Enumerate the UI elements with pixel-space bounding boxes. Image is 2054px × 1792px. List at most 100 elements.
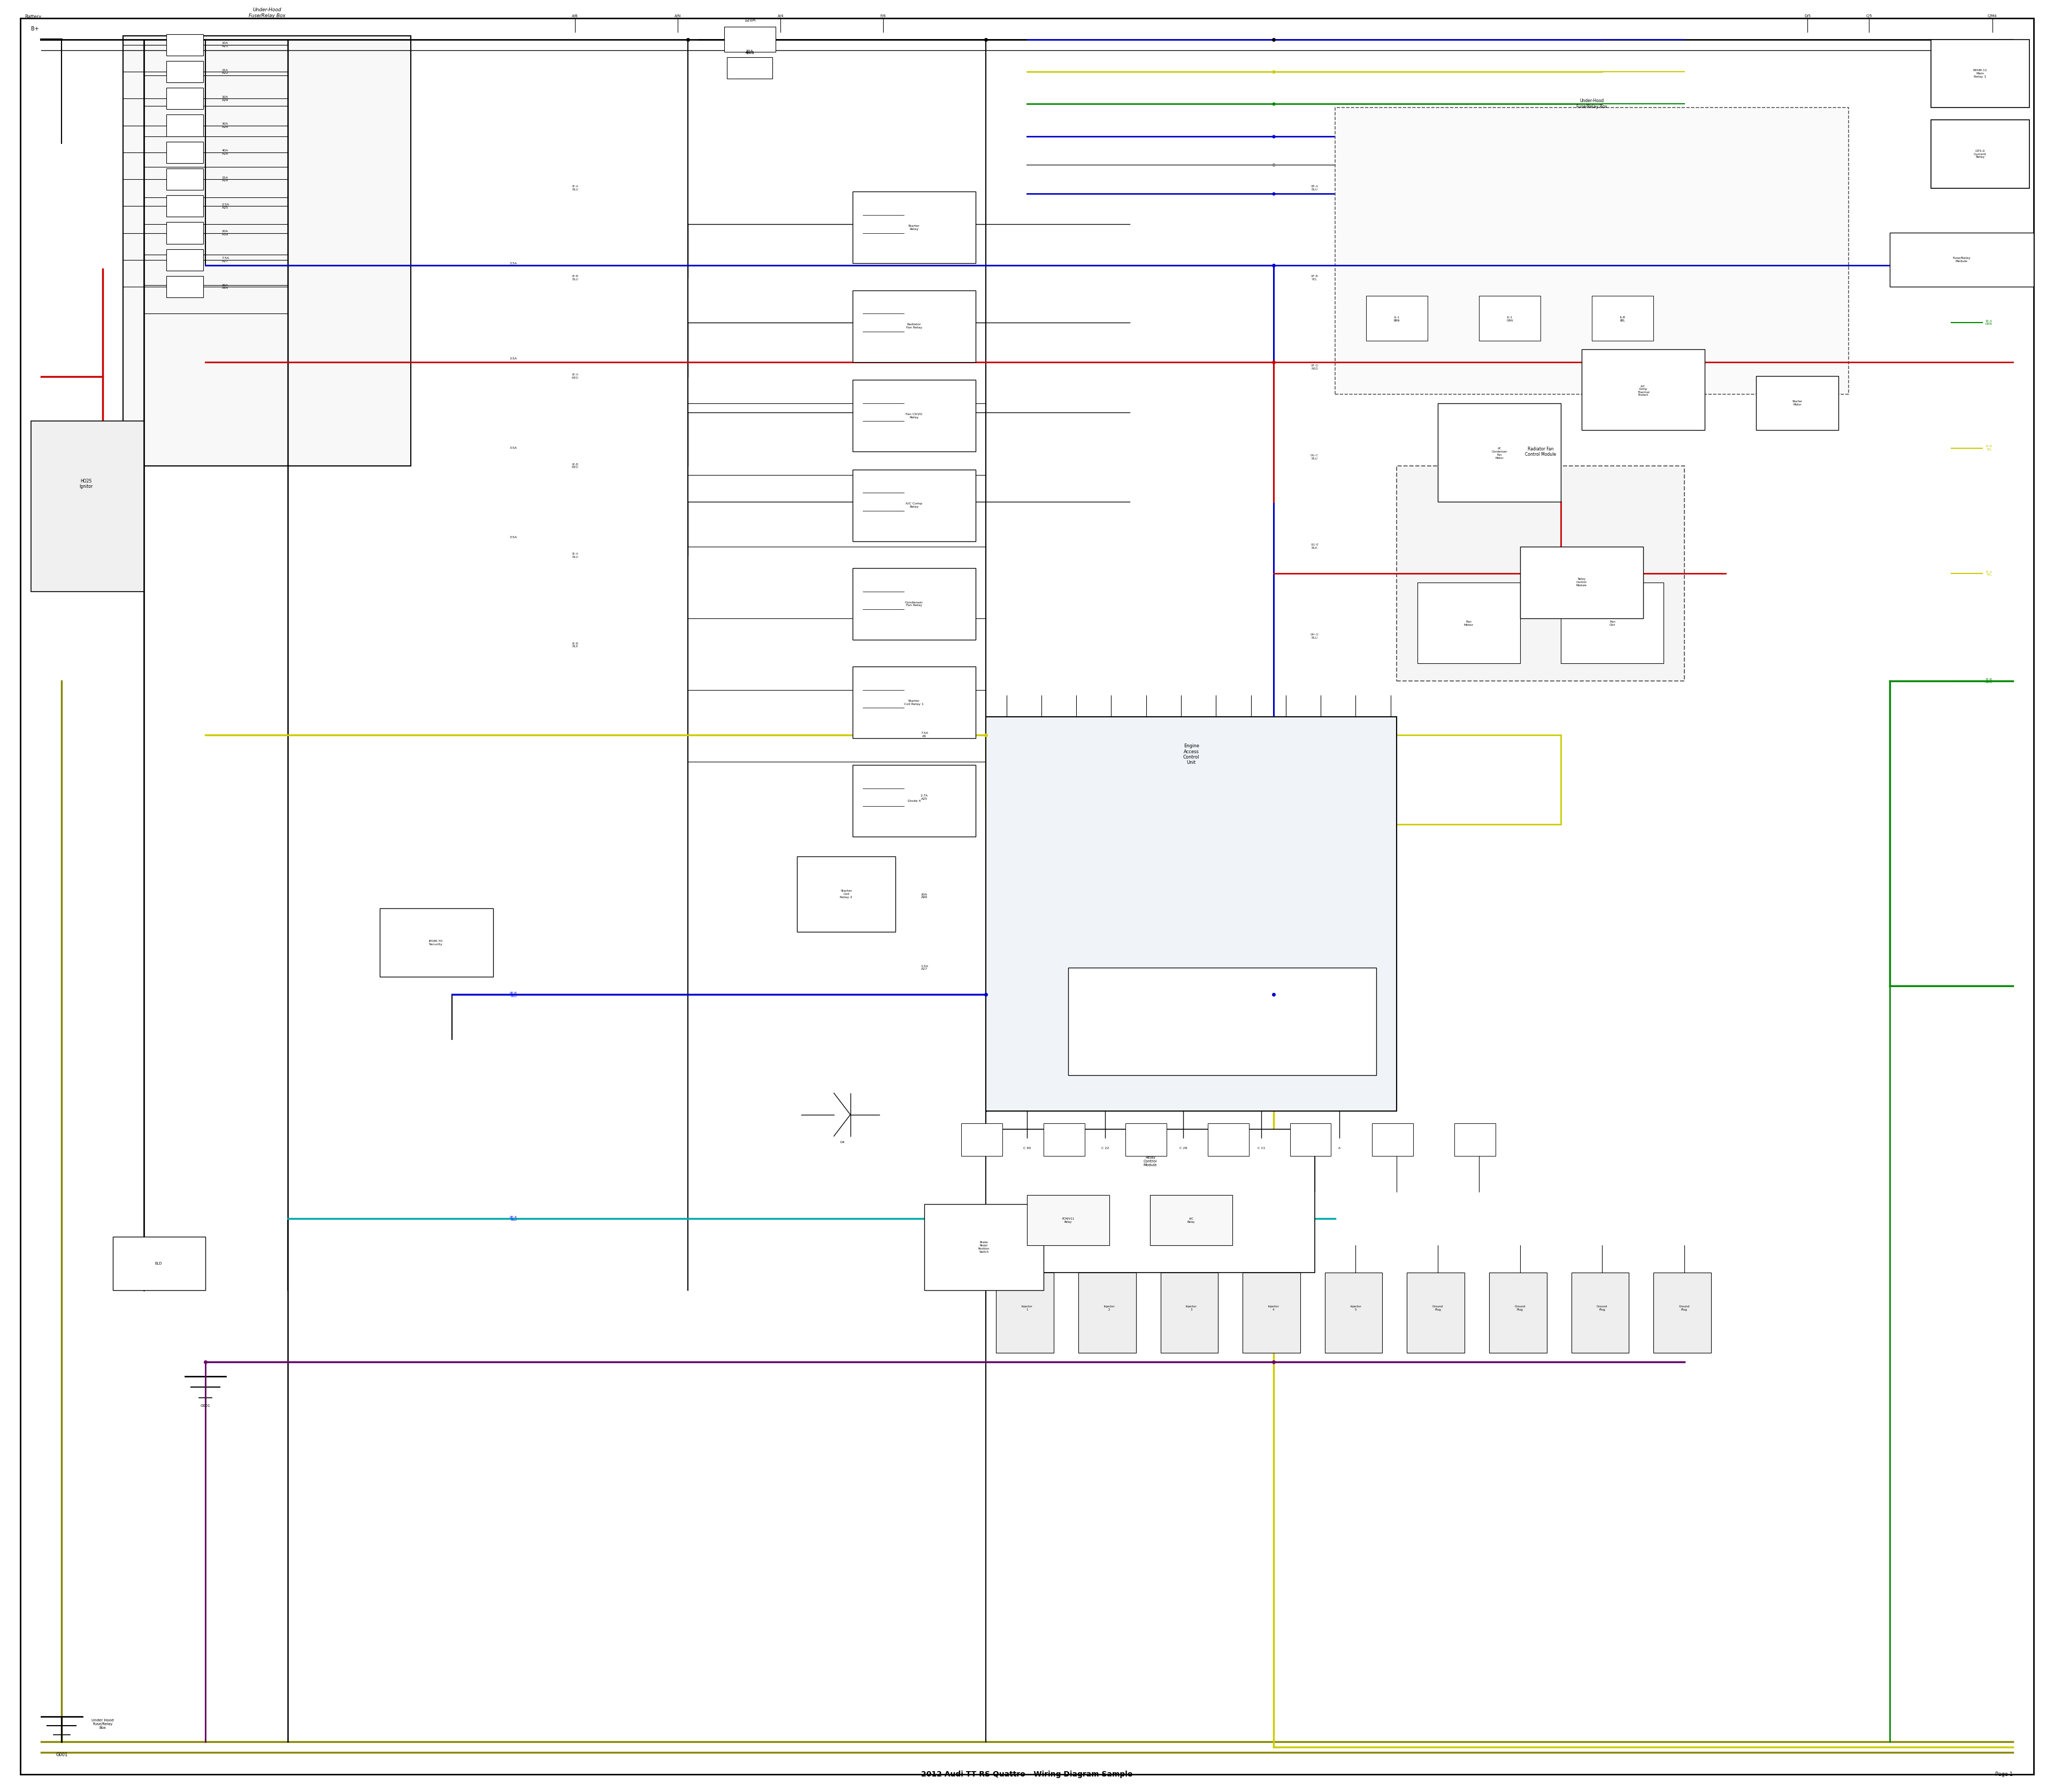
Bar [1489,1272,1547,1353]
Text: Fan
Ctrl: Fan Ctrl [1610,620,1614,627]
Text: Injector
4: Injector 4 [1267,1305,1280,1312]
Bar [852,667,976,738]
Text: C 90: C 90 [1023,1147,1031,1149]
Text: ELD: ELD [154,1262,162,1265]
Text: 30A
A28: 30A A28 [222,122,228,129]
Text: IL-1
GRN: IL-1 GRN [1506,315,1514,323]
Text: C 2R: C 2R [1179,1147,1187,1149]
Bar [1397,466,1684,681]
Text: G001: G001 [201,1405,210,1407]
Text: IE-B
YEL: IE-B YEL [1986,444,1992,452]
Text: Radiator
Fan Relay: Radiator Fan Relay [906,323,922,330]
Text: IE-A
RED: IE-A RED [571,373,579,380]
Bar [797,857,896,932]
Text: 120A: 120A [744,18,756,23]
Text: Starter
Coil Relay 1: Starter Coil Relay 1 [904,699,924,706]
Text: IE-B
BLU: IE-B BLU [571,274,579,281]
Text: 15A
A22: 15A A22 [222,68,228,75]
Bar [1931,120,2029,188]
Text: D4: D4 [840,1142,844,1143]
Text: 3.5A: 3.5A [509,536,518,539]
Text: A/C
Relay: A/C Relay [1187,1217,1195,1224]
Bar [1454,1124,1495,1156]
Bar [113,1236,205,1290]
Text: Injector
5: Injector 5 [1349,1305,1362,1312]
Text: A/N: A/N [674,14,682,18]
Text: Page 1: Page 1 [1994,1772,2013,1776]
Bar [166,115,203,136]
Bar [166,88,203,109]
Bar [166,34,203,56]
Text: A/C Comp
Relay: A/C Comp Relay [906,502,922,509]
Bar [166,168,203,190]
Bar [1335,108,1849,394]
Text: C/5: C/5 [1867,14,1871,18]
Text: 3.5A: 3.5A [509,446,518,450]
Text: IE-A
YEL: IE-A YEL [1986,570,1992,577]
Text: 0F-D
RED: 0F-D RED [1310,364,1319,371]
Bar [852,765,976,837]
Text: 20A
A99: 20A A99 [920,892,928,900]
Bar [986,1129,1315,1272]
Text: IE-A
GRN: IE-A GRN [1984,319,1992,326]
Text: 7.5A
A17: 7.5A A17 [222,256,230,263]
Bar [1078,1272,1136,1353]
Text: HO2S
Ignitor: HO2S Ignitor [80,478,92,489]
Bar [986,717,1397,1111]
Text: C 11: C 11 [1257,1147,1265,1149]
Text: F/6: F/6 [881,14,885,18]
Text: 15A
A14: 15A A14 [222,176,228,183]
Bar [1150,1195,1232,1245]
Text: 10A
A21: 10A A21 [222,41,228,48]
Bar [1372,1124,1413,1156]
Bar [166,249,203,271]
Text: Relay
Control
Module: Relay Control Module [1575,579,1588,586]
Text: AC
Condenser
Fan
Motor: AC Condenser Fan Motor [1491,448,1508,459]
Bar [1520,547,1643,618]
Bar [1407,1272,1465,1353]
Text: 3.5A: 3.5A [509,357,518,360]
Text: 4/0G: 4/0G [746,52,754,54]
Bar [852,470,976,541]
Text: IE-B
BLK: IE-B BLK [571,642,579,649]
Text: 10A
A29: 10A A29 [222,95,228,102]
Text: 0E-4
BLU: 0E-4 BLU [509,1215,518,1222]
Bar [1417,582,1520,663]
Text: D/5: D/5 [1803,14,1812,18]
Text: 0E-B
BLU: 0E-B BLU [509,991,518,998]
Text: Under-Hood
Fuse/Relay Box: Under-Hood Fuse/Relay Box [1575,99,1608,109]
Text: IPOM-70
Security: IPOM-70 Security [429,939,442,946]
Text: Engine
Access
Control
Unit: Engine Access Control Unit [1183,744,1200,765]
Text: B+: B+ [31,27,39,32]
Text: C 22: C 22 [1101,1147,1109,1149]
Text: Diode 4: Diode 4 [908,799,920,803]
Text: IL-1
BRN: IL-1 BRN [1395,315,1399,323]
Bar [852,192,976,263]
Bar [166,195,203,217]
Text: 1.5A
A17: 1.5A A17 [920,964,928,971]
Text: IE-B
GRN: IE-B GRN [1984,677,1992,685]
Bar [1582,349,1705,430]
Text: 0G-E
BLK: 0G-E BLK [1310,543,1319,550]
Text: Under Hood
Fuse/Relay
Box: Under Hood Fuse/Relay Box [92,1719,113,1729]
Bar [1027,1195,1109,1245]
Text: Brake
Pedal
Position
Switch: Brake Pedal Position Switch [978,1242,990,1253]
Text: Condenser
Fan Relay: Condenser Fan Relay [906,600,922,607]
Text: Battery: Battery [25,14,41,20]
Bar [1068,968,1376,1075]
Text: Fuse/Relay
Module: Fuse/Relay Module [1953,256,1970,263]
Text: Starter
Relay: Starter Relay [908,224,920,231]
Text: 2.5A
A25: 2.5A A25 [222,202,230,210]
Bar [1931,39,2029,108]
Text: GT5.0
Current
Relay: GT5.0 Current Relay [1974,151,1986,158]
Text: 2012 Audi TT RS Quattro - Wiring Diagram Sample: 2012 Audi TT RS Quattro - Wiring Diagram… [922,1770,1132,1778]
Text: IL-B
BEL: IL-B BEL [1621,315,1625,323]
Bar [380,909,493,977]
Text: Injector
2: Injector 2 [1103,1305,1115,1312]
Text: 0E-A
BLU: 0E-A BLU [1310,185,1319,192]
Bar [1890,233,2033,287]
Text: A/C
Comp
Thermal
Protect: A/C Comp Thermal Protect [1637,385,1649,396]
Bar [1126,1124,1167,1156]
Text: Under-Hood
Fuse/Relay Box: Under-Hood Fuse/Relay Box [249,7,286,18]
Bar [961,1124,1002,1156]
